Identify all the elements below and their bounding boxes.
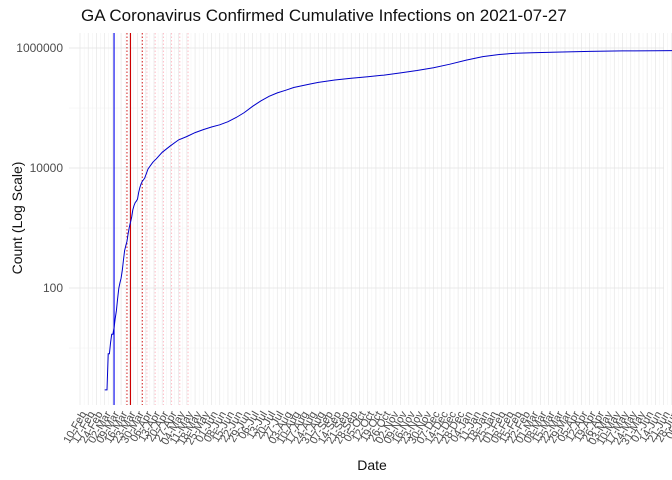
reference-lines: [113, 33, 189, 405]
x-tick-labels: 10-Feb17-Feb24-Feb02-Mar09-Mar16-Mar23-M…: [61, 409, 672, 447]
grid-layer: [69, 33, 672, 405]
y-tick-label: 100: [43, 281, 63, 295]
y-tick-labels: 100 10000 1000000: [16, 41, 63, 295]
x-axis-label: Date: [357, 457, 387, 473]
chart-title: GA Coronavirus Confirmed Cumulative Infe…: [81, 6, 567, 25]
y-tick-label: 10000: [30, 161, 64, 175]
y-tick-label: 1000000: [16, 41, 63, 55]
series-layer: [104, 50, 672, 391]
